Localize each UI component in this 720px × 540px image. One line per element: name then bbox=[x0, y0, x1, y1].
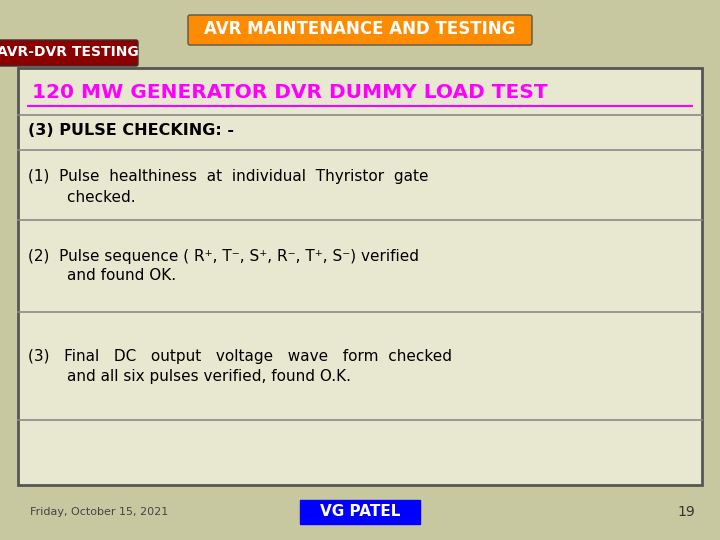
Text: (2)  Pulse sequence ( R⁺, T⁻, S⁺, R⁻, T⁺, S⁻) verified: (2) Pulse sequence ( R⁺, T⁻, S⁺, R⁻, T⁺,… bbox=[28, 248, 419, 264]
Text: and found OK.: and found OK. bbox=[28, 268, 176, 284]
Text: Friday, October 15, 2021: Friday, October 15, 2021 bbox=[30, 507, 168, 517]
Text: AVR MAINTENANCE AND TESTING: AVR MAINTENANCE AND TESTING bbox=[204, 20, 516, 38]
FancyBboxPatch shape bbox=[18, 68, 702, 485]
Text: (3) PULSE CHECKING: -: (3) PULSE CHECKING: - bbox=[28, 123, 234, 138]
Text: checked.: checked. bbox=[28, 190, 135, 205]
Text: AVR-DVR TESTING: AVR-DVR TESTING bbox=[0, 45, 139, 59]
Text: 19: 19 bbox=[678, 505, 695, 519]
Text: VG PATEL: VG PATEL bbox=[320, 503, 400, 518]
Text: (3)   Final   DC   output   voltage   wave   form  checked: (3) Final DC output voltage wave form ch… bbox=[28, 348, 452, 363]
Text: 120 MW GENERATOR DVR DUMMY LOAD TEST: 120 MW GENERATOR DVR DUMMY LOAD TEST bbox=[32, 84, 548, 103]
FancyBboxPatch shape bbox=[300, 500, 420, 524]
Text: and all six pulses verified, found O.K.: and all six pulses verified, found O.K. bbox=[28, 368, 351, 383]
Text: (1)  Pulse  healthiness  at  individual  Thyristor  gate: (1) Pulse healthiness at individual Thyr… bbox=[28, 170, 428, 185]
FancyBboxPatch shape bbox=[0, 40, 138, 66]
FancyBboxPatch shape bbox=[188, 15, 532, 45]
